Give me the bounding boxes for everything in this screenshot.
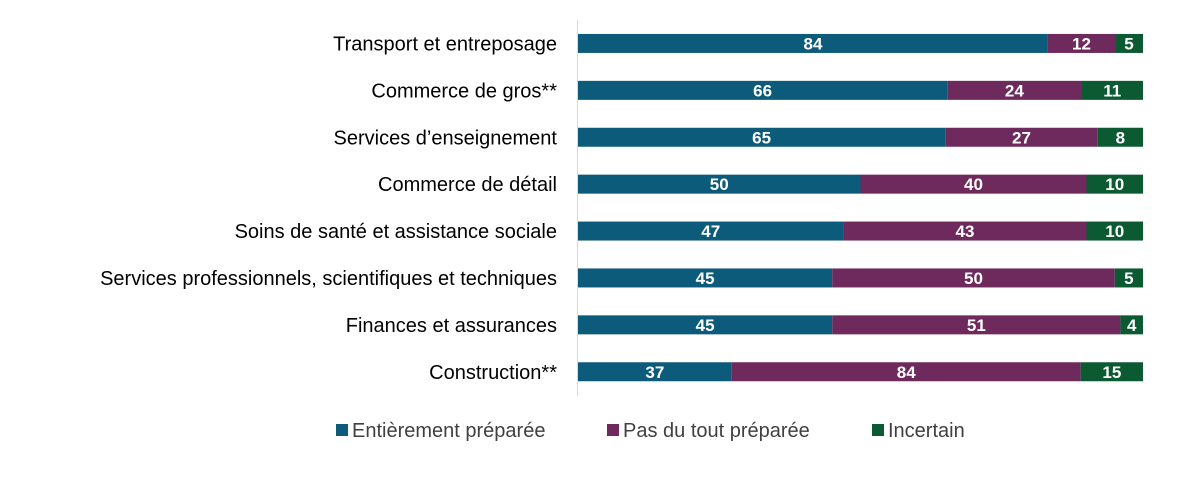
- data-label: 5: [1124, 269, 1133, 288]
- data-label: 51: [967, 316, 986, 335]
- legend-label: Incertain: [888, 420, 965, 442]
- bar-segment-pas-du-tout-preparee: [860, 174, 1087, 194]
- bar-segment-entierement-preparee: [578, 127, 946, 147]
- data-label: 24: [1005, 81, 1024, 100]
- bar-segment-pas-du-tout-preparee: [947, 80, 1082, 100]
- bar-segment-pas-du-tout-preparee: [832, 315, 1121, 335]
- data-label: 50: [710, 175, 729, 194]
- bar-segment-incertain: [1086, 174, 1143, 194]
- bar-segment-incertain: [1080, 362, 1143, 382]
- bar-segment-incertain: [1097, 127, 1143, 147]
- data-label: 43: [956, 222, 975, 241]
- data-label: 10: [1105, 222, 1124, 241]
- data-label: 8: [1116, 128, 1125, 147]
- data-label: 65: [752, 128, 771, 147]
- bar-segment-incertain: [1114, 268, 1143, 288]
- legend: Entièrement préparée Pas du tout préparée…: [336, 420, 965, 442]
- bar-segment-incertain: [1081, 80, 1143, 100]
- category-label: Commerce de gros**: [371, 80, 557, 102]
- bar-segment-entierement-preparee: [578, 33, 1048, 53]
- category-label: Finances et assurances: [346, 315, 557, 337]
- legend-swatch-incertain: [872, 424, 884, 436]
- data-label: 4: [1127, 316, 1137, 335]
- data-label: 10: [1105, 175, 1124, 194]
- category-label: Commerce de détail: [378, 174, 557, 196]
- bar-segment-incertain: [1086, 221, 1143, 241]
- bar-segment-incertain: [1115, 33, 1143, 53]
- data-label: 84: [803, 34, 822, 53]
- legend-label: Entièrement préparée: [352, 420, 545, 442]
- data-label: 11: [1103, 81, 1121, 100]
- data-label: 45: [696, 316, 715, 335]
- data-label: 47: [701, 222, 720, 241]
- legend-swatch-pas-du-tout-preparee: [607, 424, 619, 436]
- bar-segment-entierement-preparee: [578, 315, 833, 335]
- category-label: Construction**: [429, 362, 557, 384]
- data-label: 40: [964, 175, 983, 194]
- category-label: Transport et entreposage: [333, 33, 557, 55]
- data-label: 50: [964, 269, 983, 288]
- bar-segment-entierement-preparee: [578, 268, 833, 288]
- bar-segment-entierement-preparee: [578, 80, 948, 100]
- bar-segment-entierement-preparee: [578, 221, 844, 241]
- bar-segment-pas-du-tout-preparee: [843, 221, 1087, 241]
- data-label: 66: [753, 81, 772, 100]
- data-label: 45: [696, 269, 715, 288]
- data-label: 15: [1102, 363, 1121, 382]
- data-label: 84: [897, 363, 916, 382]
- bar-segment-pas-du-tout-preparee: [731, 362, 1081, 382]
- category-label: Soins de santé et assistance sociale: [235, 221, 557, 243]
- category-labels-group: Transport et entreposage Commerce de gros…: [100, 33, 557, 383]
- data-label: 37: [645, 363, 664, 382]
- bar-segment-pas-du-tout-preparee: [1047, 33, 1116, 53]
- data-label: 5: [1124, 34, 1133, 53]
- legend-label: Pas du tout préparée: [623, 420, 810, 442]
- bars-group: 84 12 5 66 24 11 65 27 8 50 40 10 47 43 10 45 50 5 45 51 4 37…: [578, 33, 1143, 382]
- bar-segment-pas-du-tout-preparee: [832, 268, 1115, 288]
- data-label: 12: [1072, 34, 1091, 53]
- legend-swatch-entierement-preparee: [336, 424, 348, 436]
- bar-segment-entierement-preparee: [578, 174, 861, 194]
- bar-segment-incertain: [1120, 315, 1143, 335]
- bar-segment-pas-du-tout-preparee: [945, 127, 1098, 147]
- data-label: 27: [1012, 128, 1031, 147]
- bar-segment-entierement-preparee: [578, 362, 732, 382]
- category-label: Services professionnels, scientifiques e…: [100, 268, 557, 290]
- category-label: Services d’enseignement: [334, 127, 558, 149]
